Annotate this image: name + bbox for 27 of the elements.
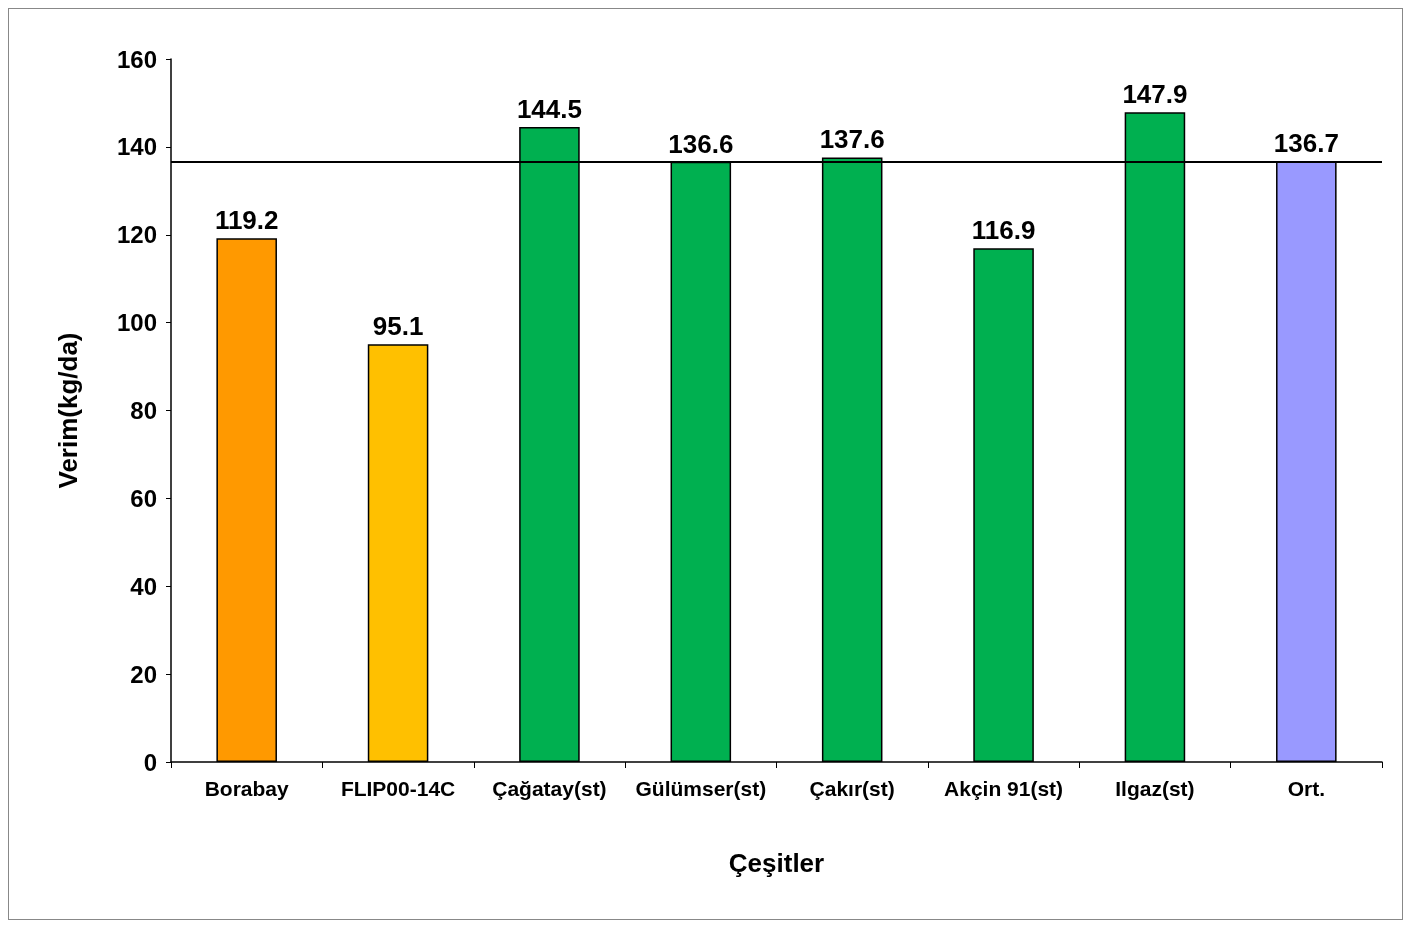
x-tick-label: FLIP00-14C [340,777,456,800]
x-axis-title: Çeşitler [728,848,825,878]
data-label: 119.2 [214,205,279,236]
y-tick-label: 100 [116,309,157,337]
x-tick-label: Ort. [1287,777,1325,800]
y-tick-label: 60 [130,484,157,512]
x-tick-label: Gülümser(st) [635,777,767,800]
x-tick-label: Borabay [204,777,290,800]
y-tick-label: 20 [130,660,157,688]
x-tick-label: Ilgaz(st) [1115,777,1195,800]
data-label: 136.7 [1273,128,1339,159]
y-tick-label: 160 [116,45,157,73]
y-axis-title: Verim(kg/da) [53,332,83,489]
data-label: 147.9 [1122,79,1188,110]
y-tick-label: 140 [116,133,157,161]
x-tick-label: Akçin 91(st) [944,777,1064,800]
data-label: 137.6 [819,124,885,155]
data-label: 116.9 [971,215,1036,246]
y-tick-label: 0 [143,748,157,776]
data-label: 136.6 [668,128,734,159]
y-tick-label: 120 [116,221,157,249]
y-tick-label: 80 [130,397,157,424]
data-label: 144.5 [516,94,582,125]
x-tick-label: Çağatay(st) [492,777,607,800]
data-label: 95.1 [372,311,424,342]
x-tick-label: Çakır(st) [809,777,895,800]
y-tick-label: 40 [130,572,157,600]
